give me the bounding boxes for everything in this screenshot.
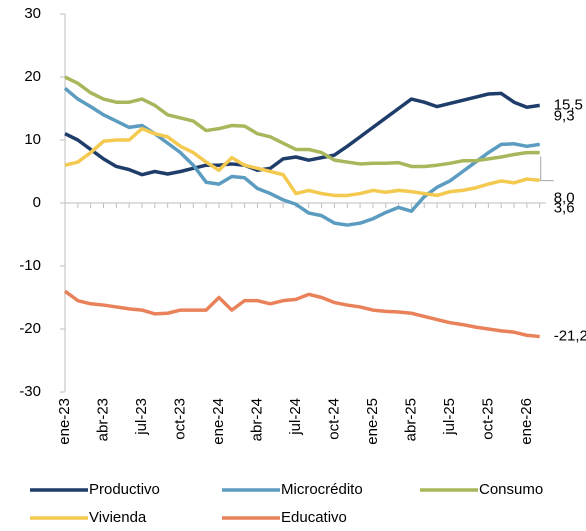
x-tick-label: abr-23	[94, 398, 111, 441]
data-label: -21,2	[554, 328, 586, 345]
legend-label: Educativo	[281, 509, 347, 526]
x-tick-label: abr-25	[402, 398, 419, 441]
y-tick-label: 20	[24, 68, 41, 85]
leader-line	[540, 156, 554, 182]
x-tick-label: ene-24	[210, 398, 227, 445]
x-tick-label: jul-25	[441, 398, 458, 436]
data-label: 8,0	[554, 190, 575, 207]
legend-label: Vivienda	[89, 509, 147, 526]
x-tick-label: ene-25	[364, 398, 381, 445]
x-tick-label: jul-23	[133, 398, 150, 436]
y-tick-label: -10	[19, 257, 41, 274]
y-tick-label: -30	[19, 383, 41, 400]
series-line	[63, 289, 540, 339]
y-tick-label: 30	[24, 5, 41, 22]
data-label: 15,5	[554, 96, 583, 113]
y-tick-label: 10	[24, 131, 41, 148]
x-tick-label: oct-25	[479, 398, 496, 440]
y-tick-label: -20	[19, 320, 41, 337]
y-tick-label: 0	[33, 194, 41, 211]
x-tick-label: jul-24	[287, 398, 304, 436]
legend-label: Productivo	[89, 481, 160, 498]
series-line	[64, 126, 540, 198]
series-line	[64, 75, 540, 169]
x-tick-label: ene-23	[56, 398, 73, 445]
series-line	[64, 91, 540, 177]
x-tick-label: abr-24	[248, 398, 265, 441]
x-tick-label: oct-24	[325, 398, 342, 440]
series-line	[63, 86, 540, 227]
data-label: 9,3	[554, 107, 575, 124]
data-label: 3,6	[554, 199, 575, 216]
x-tick-label: oct-23	[171, 398, 188, 440]
x-tick-label: ene-26	[518, 398, 535, 445]
legend-label: Microcrédito	[281, 481, 363, 498]
legend-label: Consumo	[479, 481, 543, 498]
